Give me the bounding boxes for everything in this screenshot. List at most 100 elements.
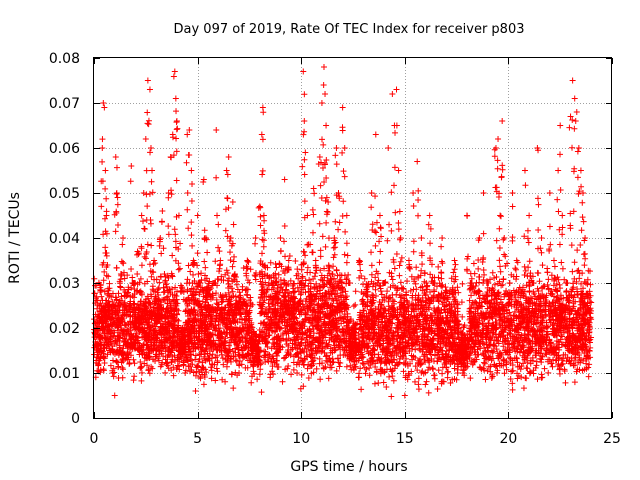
data-point: [152, 323, 159, 330]
data-point: [128, 284, 135, 291]
data-point: [243, 291, 250, 298]
data-point: [571, 259, 578, 266]
data-point: [274, 364, 281, 371]
data-point: [160, 353, 167, 360]
data-point: [343, 259, 350, 266]
data-point: [355, 374, 362, 381]
data-point: [172, 284, 179, 291]
data-point: [148, 363, 155, 370]
data-point: [169, 273, 176, 280]
data-point: [397, 279, 404, 286]
data-point: [292, 257, 299, 264]
data-point: [229, 288, 236, 295]
data-point: [435, 263, 442, 270]
data-point: [254, 376, 261, 383]
data-point: [317, 376, 324, 383]
data-point: [294, 266, 301, 273]
data-point: [214, 368, 221, 375]
data-point: [336, 363, 343, 370]
data-point: [489, 269, 496, 276]
data-point: [396, 272, 403, 279]
data-point: [410, 286, 417, 293]
data-point: [358, 386, 365, 393]
data-point: [439, 370, 446, 377]
data-point: [343, 293, 350, 300]
data-point: [423, 378, 430, 385]
data-point: [383, 383, 390, 390]
data-point: [341, 251, 348, 258]
data-point: [325, 375, 332, 382]
data-point: [330, 254, 337, 261]
data-point: [412, 280, 419, 287]
data-point: [119, 364, 126, 371]
data-point: [521, 271, 528, 278]
data-point: [91, 275, 98, 282]
data-point: [431, 375, 438, 382]
data-point: [146, 370, 153, 377]
data-point: [415, 375, 422, 382]
data-point: [386, 373, 393, 380]
data-point: [138, 364, 145, 371]
data-point: [444, 369, 451, 376]
data-point: [389, 276, 396, 283]
data-point: [272, 260, 279, 267]
data-point: [454, 366, 461, 373]
data-point: [113, 358, 120, 365]
data-point: [125, 354, 132, 361]
data-point: [368, 271, 375, 278]
chart-title: Day 097 of 2019, Rate Of TEC Index for r…: [174, 22, 525, 37]
data-point: [107, 362, 114, 369]
data-point: [131, 360, 138, 367]
data-point: [298, 266, 305, 273]
data-point: [333, 267, 340, 274]
data-point: [343, 363, 350, 370]
data-point: [484, 368, 491, 375]
data-point: [230, 385, 237, 392]
data-point: [333, 367, 340, 374]
data-point: [137, 359, 144, 366]
data-point: [380, 379, 387, 386]
data-point: [137, 275, 144, 282]
data-point: [258, 389, 265, 396]
data-point: [270, 371, 277, 378]
data-point: [275, 271, 282, 278]
data-point: [273, 264, 280, 271]
data-point: [261, 348, 268, 355]
data-point: [313, 365, 320, 372]
data-point: [302, 252, 309, 259]
data-point: [435, 367, 442, 374]
data-point: [136, 313, 143, 320]
data-point: [375, 379, 382, 386]
data-point: [330, 244, 337, 251]
data-point: [390, 377, 397, 384]
data-point: [131, 373, 138, 380]
data-point: [309, 249, 316, 256]
data-point: [267, 259, 274, 266]
data-point: [415, 386, 422, 393]
data-point: [156, 328, 163, 335]
data-point: [138, 377, 145, 384]
data-point: [115, 333, 122, 340]
data-point: [388, 393, 395, 400]
data-point: [288, 371, 295, 378]
data-point: [145, 299, 152, 306]
data-point: [279, 378, 286, 385]
data-point: [391, 265, 398, 272]
data-point: [371, 380, 378, 387]
data-point: [130, 377, 137, 384]
data-point: [201, 258, 208, 265]
data-point: [145, 367, 152, 374]
data-point: [174, 362, 181, 369]
data-point: [119, 356, 126, 363]
data-point: [330, 359, 337, 366]
data-point: [248, 379, 255, 386]
data-point: [200, 381, 207, 388]
data-point: [425, 389, 432, 396]
data-point: [509, 386, 516, 393]
data-point: [317, 253, 324, 260]
data-point: [372, 286, 379, 293]
data-points: [91, 64, 595, 400]
data-point: [335, 359, 342, 366]
data-point: [434, 385, 441, 392]
